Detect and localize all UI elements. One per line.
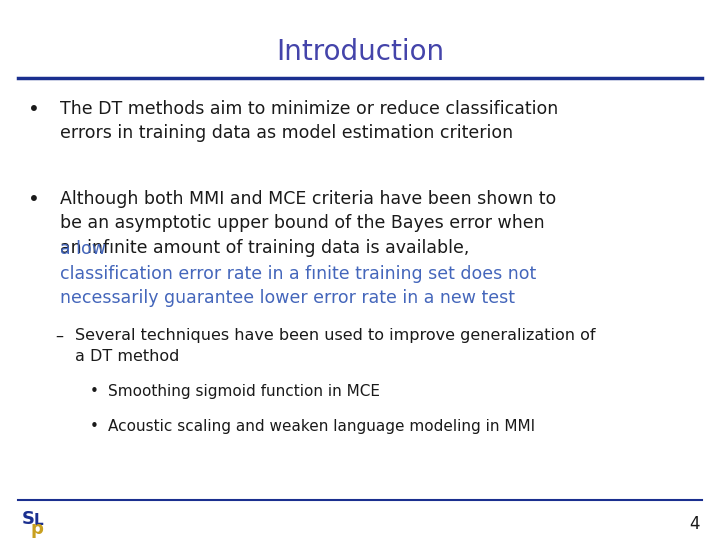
Text: Although both MMI and MCE criteria have been shown to
be an asymptotic upper bou: Although both MMI and MCE criteria have … [60, 190, 557, 256]
Text: •: • [28, 190, 40, 209]
Text: –: – [55, 328, 63, 343]
Text: •: • [28, 100, 40, 119]
Text: Several techniques have been used to improve generalization of
a DT method: Several techniques have been used to imp… [75, 328, 595, 364]
Text: The DT methods aim to minimize or reduce classification
errors in training data : The DT methods aim to minimize or reduce… [60, 100, 558, 143]
Text: •: • [90, 420, 99, 435]
Text: •: • [90, 384, 99, 399]
Text: 4: 4 [690, 515, 700, 533]
Text: S: S [22, 510, 35, 528]
Text: Smoothing sigmoid function in MCE: Smoothing sigmoid function in MCE [108, 384, 380, 399]
Text: p: p [30, 520, 43, 538]
Text: a low
classification error rate in a fınite training set does not
necessarily gu: a low classification error rate in a fın… [60, 240, 536, 307]
Text: Acoustic scaling and weaken language modeling in MMI: Acoustic scaling and weaken language mod… [108, 420, 535, 435]
Text: L: L [34, 513, 44, 528]
Text: Introduction: Introduction [276, 38, 444, 66]
